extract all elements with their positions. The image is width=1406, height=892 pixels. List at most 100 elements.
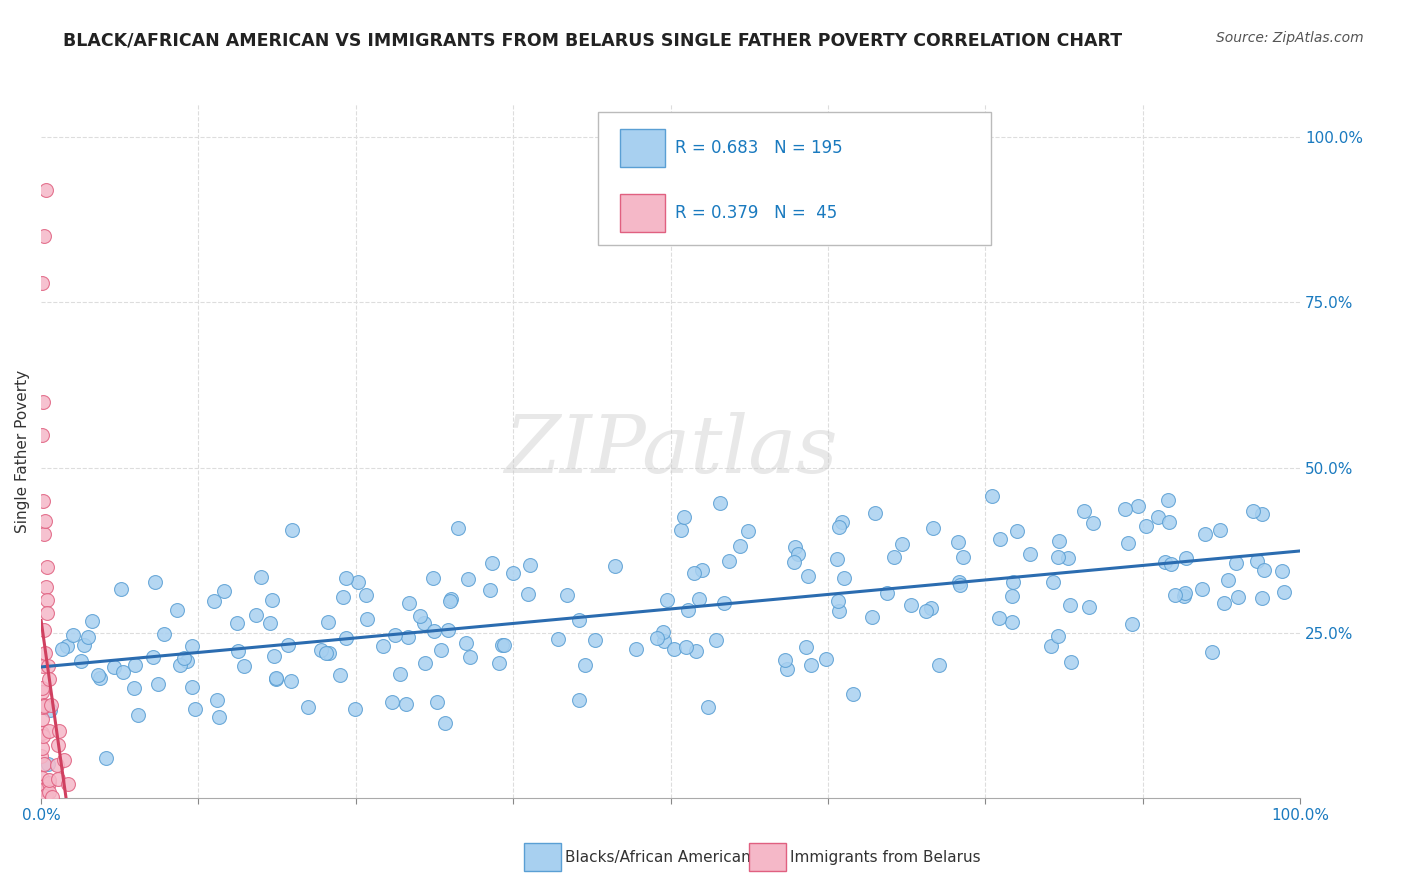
- Point: [1060, 655, 1083, 669]
- Point: [1246, 553, 1268, 567]
- Point: [124, 657, 146, 672]
- Point: [1271, 564, 1294, 578]
- Point: [675, 640, 697, 654]
- Point: [35, 183, 58, 197]
- Point: [678, 603, 700, 617]
- Point: [827, 594, 849, 608]
- Point: [583, 633, 606, 648]
- Point: [332, 590, 354, 604]
- Point: [952, 550, 974, 565]
- Point: [264, 672, 287, 686]
- Point: [388, 666, 411, 681]
- Point: [1042, 575, 1064, 590]
- Point: [329, 668, 352, 682]
- Point: [704, 632, 727, 647]
- Point: [110, 582, 132, 596]
- Point: [568, 693, 591, 707]
- Point: [1018, 547, 1040, 561]
- Point: [35, 559, 58, 574]
- Point: [1209, 523, 1232, 537]
- Point: [32, 624, 55, 638]
- Point: [688, 591, 710, 606]
- Point: [883, 550, 905, 565]
- Point: [827, 604, 849, 618]
- Point: [519, 558, 541, 572]
- Point: [335, 632, 357, 646]
- Point: [422, 571, 444, 585]
- Point: [949, 578, 972, 592]
- Point: [297, 699, 319, 714]
- Point: [728, 539, 751, 553]
- Point: [645, 631, 668, 645]
- Point: [1218, 574, 1240, 588]
- Point: [1159, 515, 1181, 529]
- Point: [920, 601, 942, 615]
- Point: [76, 630, 98, 644]
- Point: [32, 699, 55, 714]
- Point: [384, 627, 406, 641]
- Point: [38, 703, 60, 717]
- Point: [1191, 582, 1213, 596]
- Point: [94, 751, 117, 765]
- Point: [35, 606, 58, 620]
- Point: [1212, 596, 1234, 610]
- Point: [457, 572, 479, 586]
- Point: [169, 658, 191, 673]
- Text: ZIPatlas: ZIPatlas: [503, 412, 838, 490]
- Point: [31, 427, 53, 442]
- Point: [1047, 534, 1070, 549]
- Point: [38, 785, 60, 799]
- Point: [481, 556, 503, 570]
- Point: [31, 493, 53, 508]
- Point: [1194, 527, 1216, 541]
- Point: [1156, 493, 1178, 508]
- Point: [1173, 586, 1195, 600]
- Point: [786, 548, 808, 562]
- Point: [1078, 600, 1101, 615]
- Point: [491, 638, 513, 652]
- Point: [34, 781, 56, 796]
- Point: [32, 779, 55, 793]
- Point: [891, 536, 914, 550]
- Point: [718, 554, 741, 568]
- Point: [825, 552, 848, 566]
- Point: [226, 644, 249, 658]
- Point: [35, 580, 58, 594]
- Point: [1046, 549, 1069, 564]
- Point: [709, 495, 731, 509]
- Point: [494, 638, 516, 652]
- Point: [671, 523, 693, 537]
- Point: [479, 582, 502, 597]
- Point: [555, 589, 578, 603]
- Point: [776, 662, 799, 676]
- Point: [1253, 563, 1275, 577]
- Point: [928, 658, 950, 673]
- Point: [41, 790, 63, 805]
- Point: [948, 575, 970, 590]
- Point: [34, 514, 56, 528]
- Point: [685, 644, 707, 658]
- Point: [1174, 551, 1197, 566]
- Point: [31, 771, 53, 785]
- Point: [166, 602, 188, 616]
- Point: [673, 510, 696, 524]
- Point: [987, 610, 1010, 624]
- Point: [32, 394, 55, 409]
- Point: [1114, 502, 1136, 516]
- Point: [103, 659, 125, 673]
- Point: [32, 698, 55, 713]
- Point: [309, 642, 332, 657]
- Point: [31, 712, 53, 726]
- Point: [921, 520, 943, 534]
- Point: [32, 526, 55, 541]
- Point: [30, 749, 52, 764]
- Point: [249, 570, 271, 584]
- Point: [1001, 615, 1024, 629]
- Point: [737, 524, 759, 539]
- Point: [38, 772, 60, 787]
- Point: [547, 632, 569, 647]
- Point: [1153, 555, 1175, 569]
- Point: [381, 695, 404, 709]
- Point: [440, 592, 463, 607]
- Point: [41, 698, 63, 713]
